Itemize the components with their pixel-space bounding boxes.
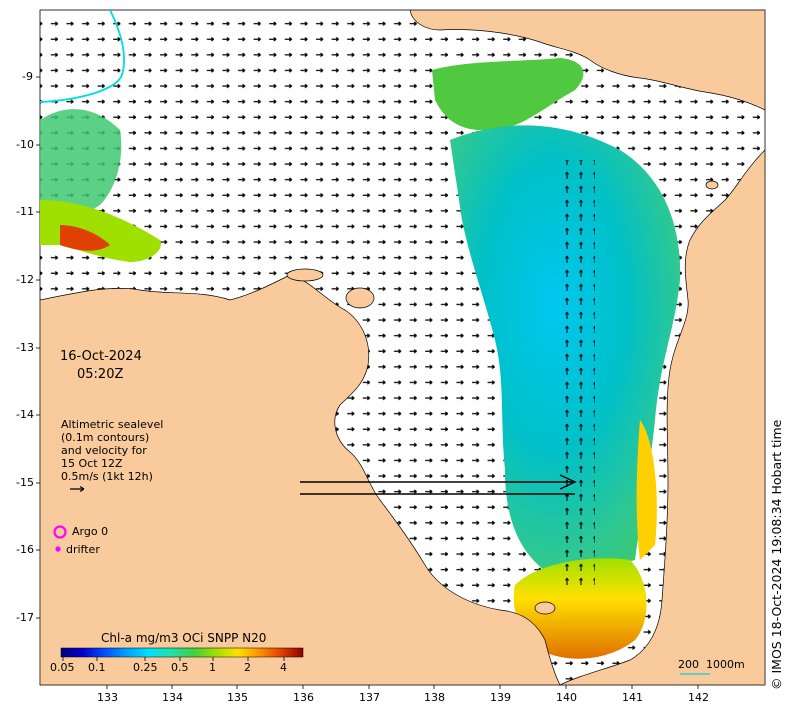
legend-line-1: Altimetric sealevel <box>61 418 164 431</box>
y-axis-ticks <box>36 76 40 619</box>
chlorophyll-south-bloom <box>513 558 647 659</box>
colorbar-ticks <box>62 657 285 661</box>
island-wellesley <box>534 601 556 615</box>
gulf-current-arrows <box>555 160 595 590</box>
chlorophyll-coastal-high <box>60 225 110 251</box>
y-tick-label: -17 <box>16 611 34 624</box>
chlorophyll-north-strip <box>432 58 584 131</box>
velocity-scale-arrow <box>70 485 85 493</box>
y-tick-label: -15 <box>16 476 34 489</box>
land-new-guinea <box>409 10 765 111</box>
y-tick-label: -11 <box>16 205 34 218</box>
strong-current-15s <box>300 474 577 495</box>
legend-line-3: and velocity for <box>61 444 147 457</box>
colorbar <box>60 647 304 658</box>
scale-bar-label: 200 1000m <box>678 658 745 671</box>
sealevel-contour <box>40 10 125 103</box>
drifter-marker <box>55 546 61 552</box>
argo-marker <box>53 525 67 539</box>
colorbar-tick-label: 2 <box>244 661 251 674</box>
y-tick-label: -16 <box>16 543 34 556</box>
x-tick-label: 142 <box>688 691 709 704</box>
colorbar-tick-label: 0.1 <box>88 661 106 674</box>
x-tick-label: 141 <box>622 691 643 704</box>
x-axis-ticks <box>106 685 699 689</box>
legend-line-4: 15 Oct 12Z <box>61 457 123 470</box>
x-tick-label: 134 <box>162 691 183 704</box>
island-north-1 <box>286 268 324 282</box>
y-tick-label: -12 <box>16 273 34 286</box>
drifter-label: drifter <box>66 543 100 556</box>
island-east-1 <box>705 180 719 190</box>
y-tick-label: -14 <box>16 408 34 421</box>
colorbar-tick-label: 4 <box>280 661 287 674</box>
colorbar-title: Chl-a mg/m3 OCi SNPP N20 <box>101 631 267 645</box>
legend-line-5: 0.5m/s (1kt 12h) <box>61 470 153 483</box>
y-tick-label: -13 <box>16 341 34 354</box>
land-northern-territory <box>40 274 561 685</box>
x-tick-label: 135 <box>227 691 248 704</box>
colorbar-tick-label: 0.05 <box>50 661 75 674</box>
chlorophyll-west-patch <box>40 109 122 213</box>
y-tick-label: -9 <box>22 70 33 83</box>
land-cape-york <box>559 149 765 685</box>
map-time: 05:20Z <box>77 367 124 382</box>
argo-label: Argo 0 <box>72 525 109 538</box>
x-tick-label: 133 <box>97 691 118 704</box>
x-tick-label: 139 <box>490 691 511 704</box>
x-tick-label: 138 <box>424 691 445 704</box>
x-tick-label: 136 <box>293 691 314 704</box>
x-tick-label: 140 <box>556 691 577 704</box>
legend-line-2: (0.1m contours) <box>61 431 150 444</box>
colorbar-tick-label: 1 <box>209 661 216 674</box>
colorbar-tick-label: 0.25 <box>133 661 158 674</box>
island-groote <box>345 287 375 309</box>
colorbar-tick-label: 0.5 <box>171 661 189 674</box>
map-date: 16-Oct-2024 <box>60 349 142 364</box>
chlorophyll-east-coast-band <box>636 420 657 560</box>
x-tick-label: 137 <box>359 691 380 704</box>
y-tick-label: -10 <box>16 138 34 151</box>
copyright-text: © IMOS 18-Oct-2024 19:08:34 Hobart time <box>769 419 784 690</box>
